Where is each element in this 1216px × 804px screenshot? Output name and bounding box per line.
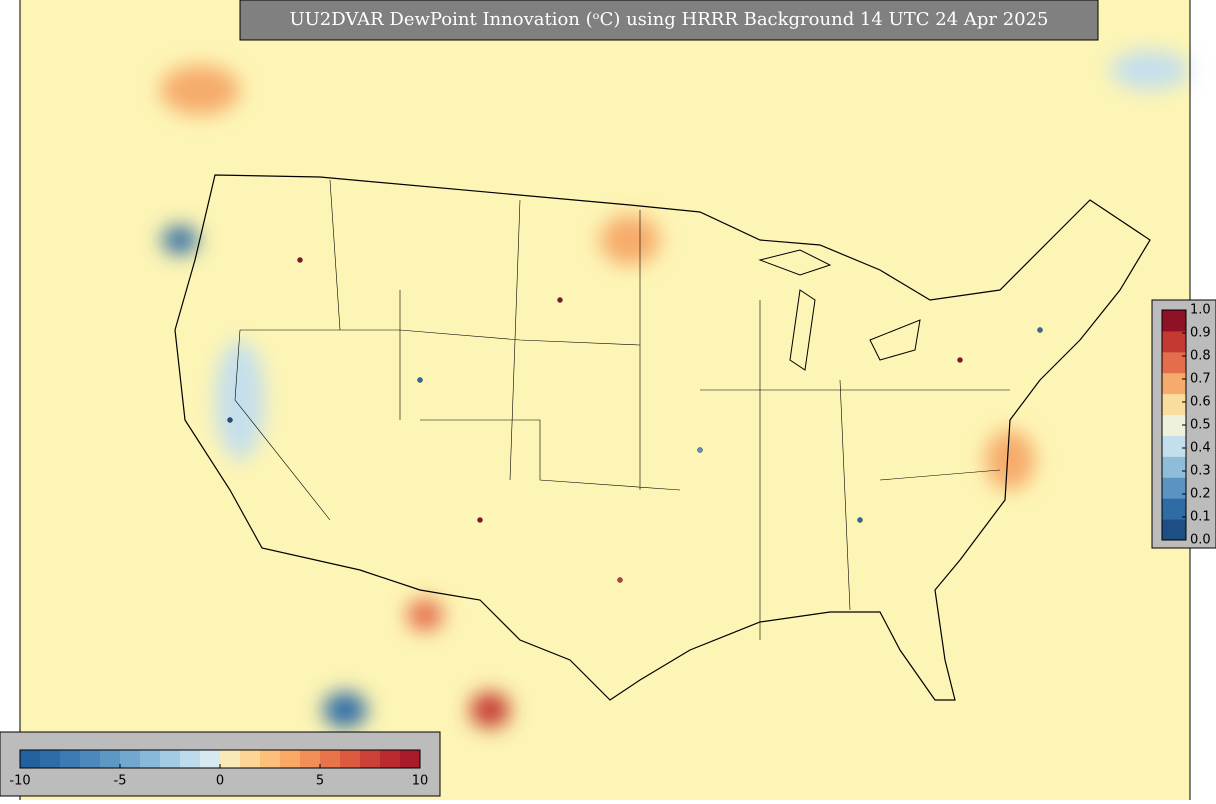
colorbar-tick-label: 0.4 bbox=[1190, 441, 1211, 456]
colorbar-tick-label: 0.0 bbox=[1190, 533, 1211, 548]
colorbar-tick-label: 10 bbox=[412, 774, 429, 789]
colorbar-segment bbox=[1162, 310, 1186, 332]
title-box bbox=[239, 0, 1099, 41]
map-background bbox=[20, 0, 1190, 800]
colorbar-segment bbox=[300, 750, 321, 768]
colorbar-tick-label: 1.0 bbox=[1190, 303, 1211, 318]
colorbar-segment bbox=[1162, 330, 1186, 353]
colorbar-segment bbox=[20, 750, 41, 768]
colorbar-segment bbox=[60, 750, 81, 768]
colorbar-segment bbox=[160, 750, 181, 768]
colorbar-tick-label: 0.8 bbox=[1190, 349, 1211, 364]
colorbar-segment bbox=[340, 750, 361, 768]
field-blobs bbox=[160, 50, 1190, 728]
obs-dots bbox=[227, 257, 1043, 583]
colorbar-tick-label: 0.9 bbox=[1190, 326, 1211, 341]
colorbar-tick-label: 0.7 bbox=[1190, 372, 1211, 387]
colorbar-tick-label: 5 bbox=[316, 774, 324, 789]
colorbar-tick-label: 0.6 bbox=[1190, 395, 1211, 410]
colorbar-segment bbox=[100, 750, 121, 768]
colorbar-segment bbox=[80, 750, 101, 768]
colorbar-segment bbox=[240, 750, 261, 768]
colorbar-segment bbox=[360, 750, 381, 768]
colorbar-tick-label: 0.3 bbox=[1190, 464, 1211, 479]
colorbar-segment bbox=[40, 750, 61, 768]
colorbar-tick-label: 0.5 bbox=[1190, 418, 1211, 433]
state-lines bbox=[234, 179, 1010, 640]
colorbar-segment bbox=[260, 750, 281, 768]
colorbar-tick-label: 0.2 bbox=[1190, 487, 1211, 502]
colorbar-segment bbox=[180, 750, 201, 768]
colorbar-segment bbox=[400, 750, 421, 768]
colorbar-segment bbox=[120, 750, 141, 768]
colorbar-segment bbox=[140, 750, 161, 768]
colorbar-segment bbox=[380, 750, 401, 768]
colorbar-segment bbox=[1162, 456, 1186, 478]
colorbar-tick-label: 0 bbox=[216, 774, 224, 789]
map-title: UU2DVAR DewPoint Innovation (ᵒC) using H… bbox=[289, 9, 1048, 30]
great-lakes bbox=[758, 249, 921, 371]
colorbar-segment bbox=[280, 750, 301, 768]
colorbar-segment bbox=[1162, 435, 1186, 457]
colorbar-segment bbox=[1162, 498, 1186, 520]
colorbar-segment bbox=[1162, 414, 1186, 436]
us-outline bbox=[174, 174, 1151, 701]
colorbar-segment bbox=[1162, 351, 1186, 374]
colorbar-segment bbox=[1162, 477, 1186, 499]
colorbar-segment bbox=[320, 750, 341, 768]
colorbar-tick-label: -10 bbox=[9, 774, 30, 789]
colorbar-tick-label: -5 bbox=[114, 774, 127, 789]
colorbar-segment bbox=[1162, 519, 1186, 541]
colorbar-segment bbox=[1162, 372, 1186, 395]
colorbar-tick-label: 0.1 bbox=[1190, 510, 1211, 525]
colorbar-segment bbox=[200, 750, 221, 768]
colorbar-segment bbox=[220, 750, 241, 768]
colorbar-segment bbox=[1162, 393, 1186, 416]
